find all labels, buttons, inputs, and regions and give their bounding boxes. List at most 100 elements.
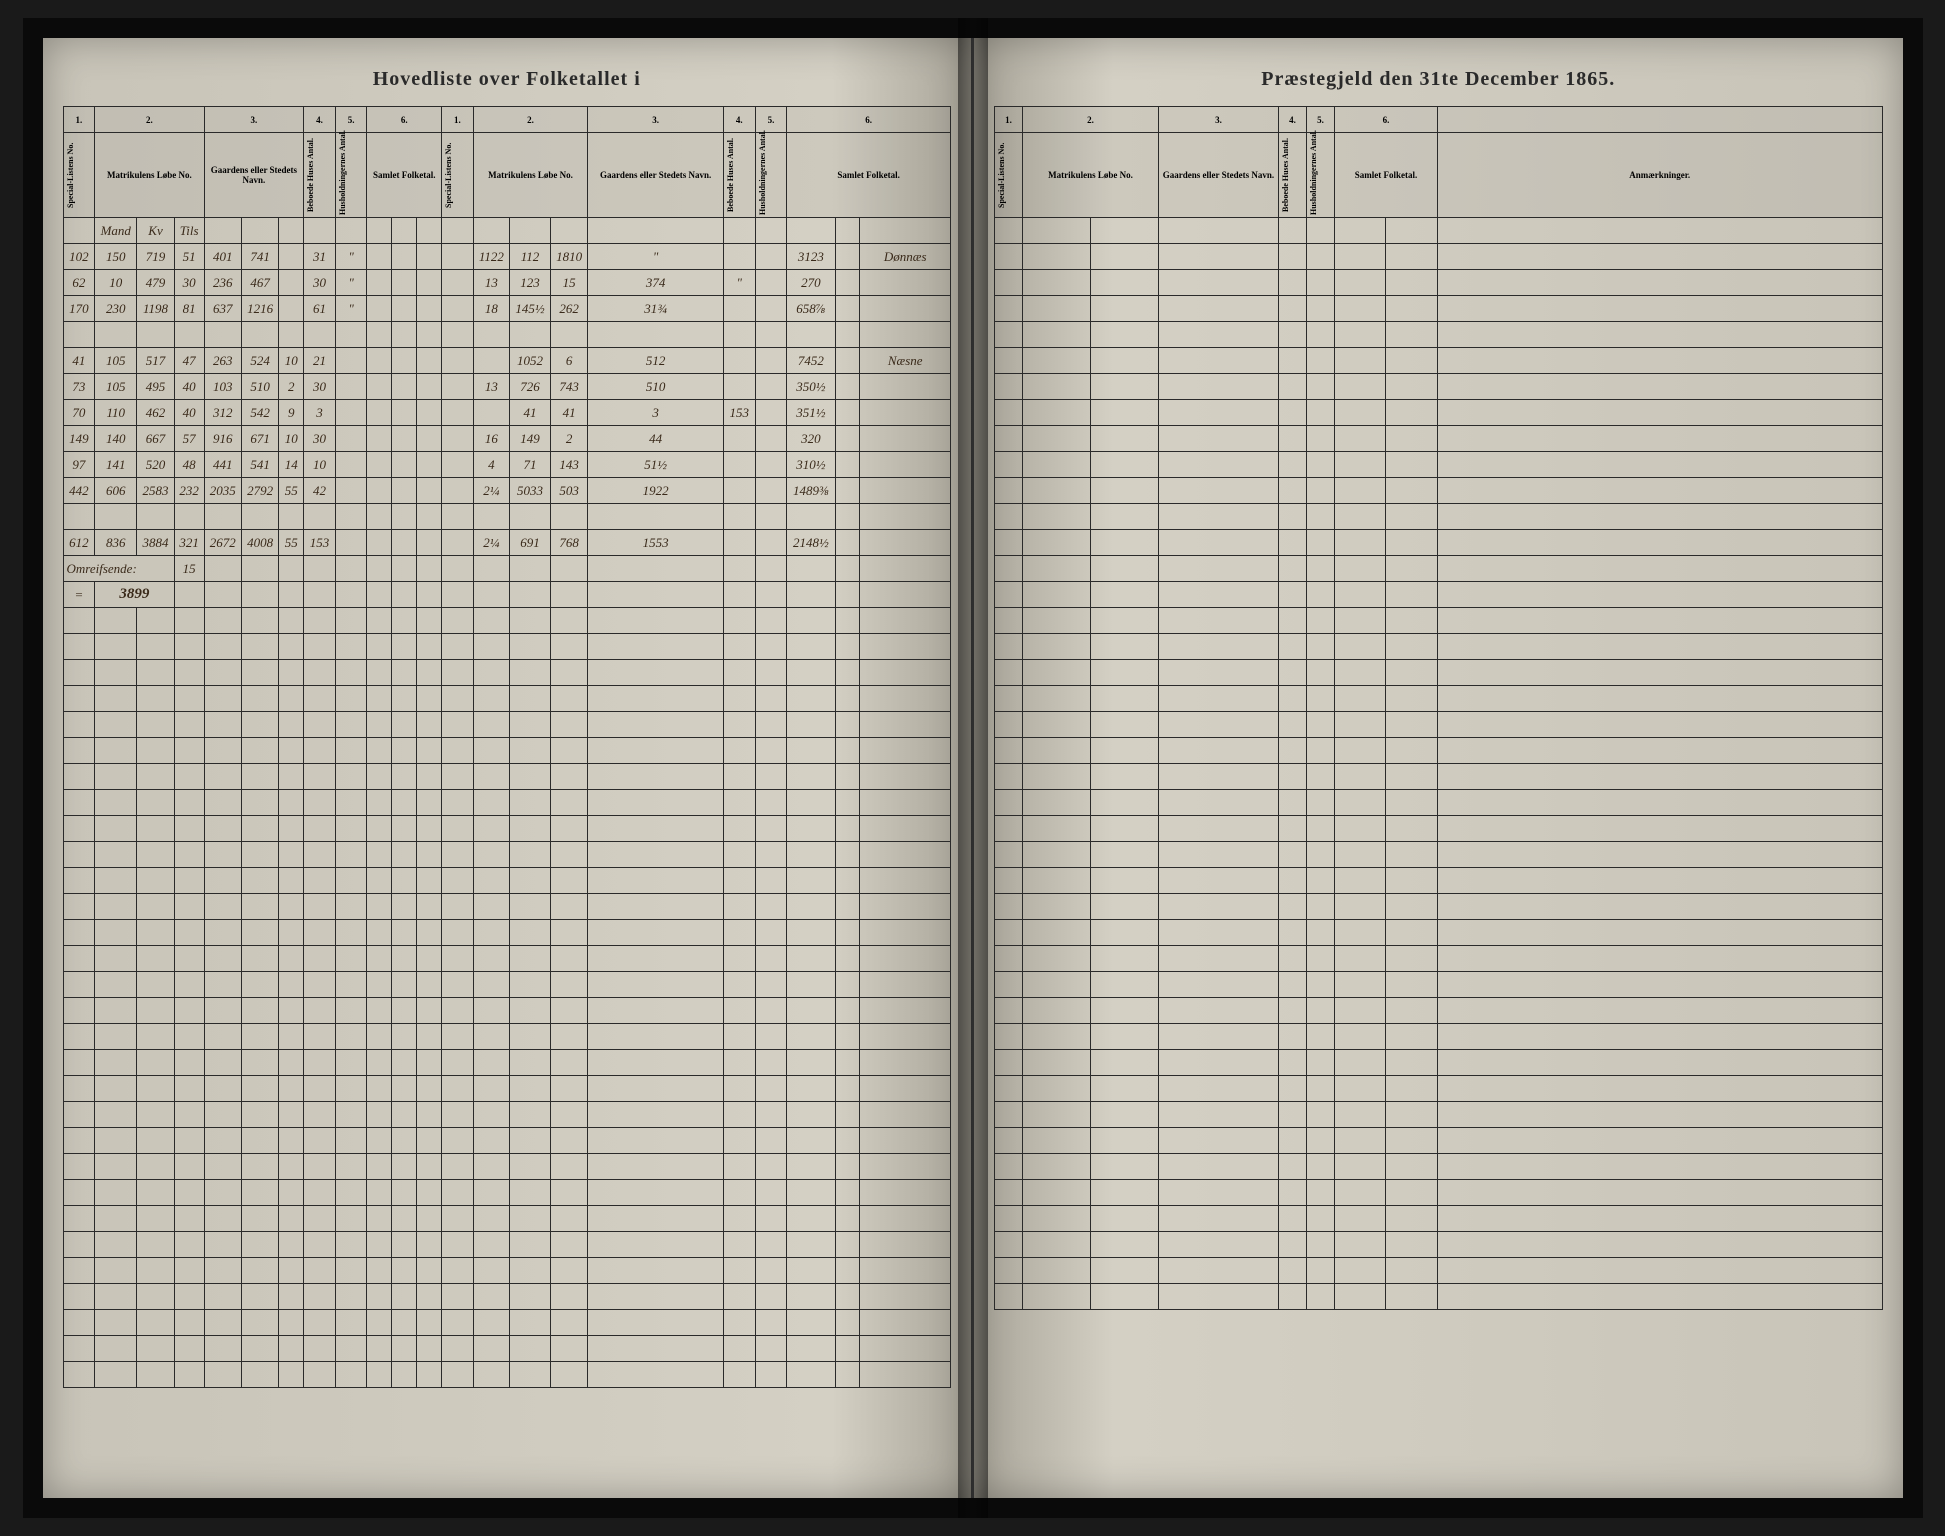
cell: [304, 660, 336, 686]
cell: [1334, 972, 1385, 998]
rcol-num-5: 5.: [1306, 107, 1334, 133]
cell: [442, 1024, 474, 1050]
cell: [95, 1128, 137, 1154]
cell: [1158, 1154, 1278, 1180]
cell: [367, 660, 392, 686]
cell: [63, 1102, 95, 1128]
empty-row: [995, 1258, 1883, 1284]
cell: [473, 946, 509, 972]
cell: [1278, 686, 1306, 712]
cell: [1158, 1284, 1278, 1310]
cell: [335, 1154, 367, 1180]
cell: [1386, 686, 1437, 712]
cell: [1306, 244, 1334, 270]
cell: [335, 634, 367, 660]
cell: [1158, 218, 1278, 244]
cell: [1386, 582, 1437, 608]
cell: [241, 1102, 278, 1128]
ledger-book: Hovedliste over Folketallet i 1. 2. 3. 4…: [23, 18, 1923, 1518]
cell: [392, 920, 417, 946]
empty-row: [995, 894, 1883, 920]
cell: [473, 1284, 509, 1310]
cell: [63, 920, 95, 946]
cell: [473, 816, 509, 842]
cell: [588, 946, 724, 972]
cell: [1306, 426, 1334, 452]
cell: [335, 1258, 367, 1284]
cell: [995, 660, 1023, 686]
cell: [204, 582, 241, 608]
cell: [588, 868, 724, 894]
cell: [1158, 712, 1278, 738]
cell: [755, 1232, 787, 1258]
cell: [63, 894, 95, 920]
cell: [367, 1206, 392, 1232]
cell: [1023, 998, 1091, 1024]
cell: [335, 660, 367, 686]
cell: [1386, 1128, 1437, 1154]
cell: [1334, 218, 1385, 244]
cell: [335, 400, 367, 426]
cell: [95, 712, 137, 738]
cell: [995, 686, 1023, 712]
cell: [137, 842, 174, 868]
cell: [442, 816, 474, 842]
cell: [442, 1362, 474, 1388]
cell: [550, 1232, 587, 1258]
cell: Næsne: [860, 348, 951, 374]
cell: [304, 712, 336, 738]
cell: [509, 816, 550, 842]
cell: 351½: [787, 400, 835, 426]
cell: 81: [174, 296, 204, 322]
cell: [417, 1258, 442, 1284]
cell: [1090, 1206, 1158, 1232]
cell: [279, 660, 304, 686]
cell: [1437, 1206, 1882, 1232]
cell: [204, 1180, 241, 1206]
cell: [1023, 504, 1091, 530]
cell: [550, 634, 587, 660]
cell: [550, 1102, 587, 1128]
cell: 141: [95, 452, 137, 478]
cell: [204, 972, 241, 998]
cell: [473, 1232, 509, 1258]
cell: 2148½: [787, 530, 835, 556]
cell: 31: [304, 244, 336, 270]
cell: [174, 946, 204, 972]
right-ledger-table: 1. 2. 3. 4. 5. 6. Special-Listens No. Ma…: [994, 106, 1883, 1310]
cell: [392, 972, 417, 998]
cell: [550, 842, 587, 868]
cell: [1090, 1050, 1158, 1076]
cell: [279, 1024, 304, 1050]
cell: [1023, 400, 1091, 426]
cell: [367, 1258, 392, 1284]
cell: [241, 504, 278, 530]
cell: 41: [63, 348, 95, 374]
cell: [442, 348, 474, 374]
cell: [367, 426, 392, 452]
cell: [1278, 920, 1306, 946]
cell: [241, 946, 278, 972]
cell: [1158, 452, 1278, 478]
cell: [1334, 452, 1385, 478]
cell: [392, 738, 417, 764]
cell: [550, 556, 587, 582]
cell: [755, 348, 787, 374]
rcol-num-2: 2.: [1023, 107, 1159, 133]
cell: 691: [509, 530, 550, 556]
cell: [417, 296, 442, 322]
cell: [417, 1102, 442, 1128]
cell: [1158, 1206, 1278, 1232]
cell: [367, 608, 392, 634]
cell: [442, 790, 474, 816]
cell: [1158, 816, 1278, 842]
empty-row: [995, 920, 1883, 946]
cell: [1158, 634, 1278, 660]
empty-row: [995, 1076, 1883, 1102]
cell: [174, 868, 204, 894]
cell: [174, 1102, 204, 1128]
cell: [588, 1310, 724, 1336]
cell: [509, 920, 550, 946]
cell: [367, 1050, 392, 1076]
cell: [367, 1362, 392, 1388]
